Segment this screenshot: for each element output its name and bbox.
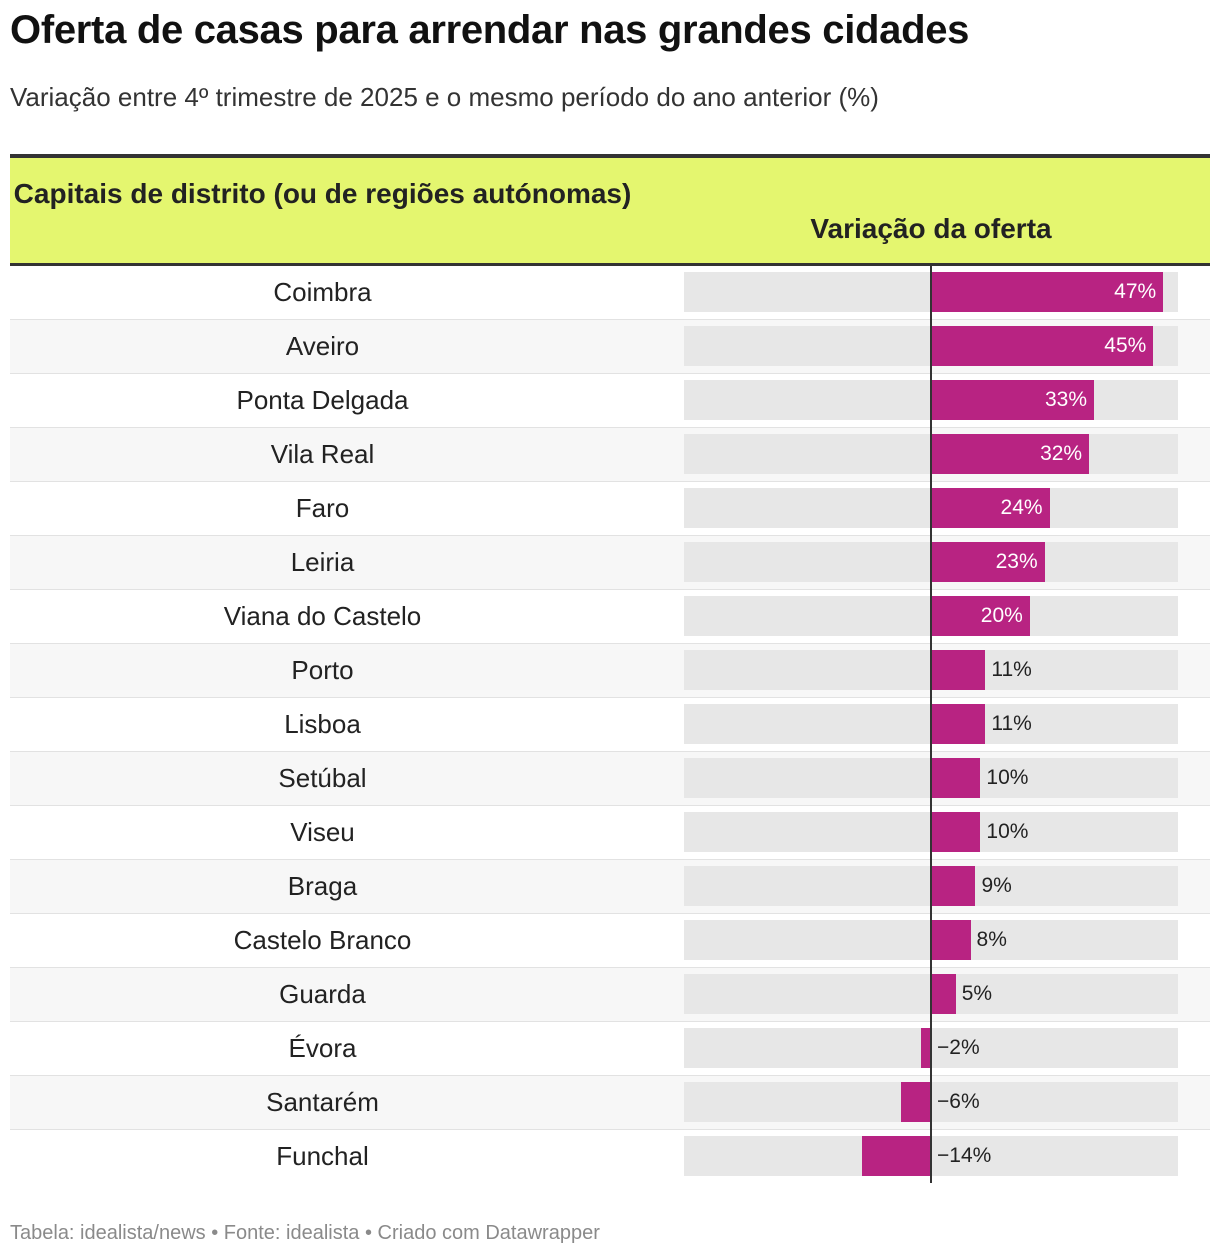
value-label: 24% bbox=[1000, 496, 1043, 519]
value-label: 33% bbox=[1045, 388, 1088, 411]
bar bbox=[931, 812, 981, 852]
bar bbox=[861, 1136, 931, 1176]
city-name: Setúbal bbox=[278, 763, 367, 793]
table-row: Évora −2% bbox=[10, 1022, 1210, 1076]
city-name: Viseu bbox=[290, 817, 355, 847]
value-label: 23% bbox=[995, 550, 1038, 573]
value-label: 32% bbox=[1040, 442, 1083, 465]
value-label: −2% bbox=[937, 1036, 980, 1059]
zero-axis-line bbox=[930, 266, 932, 1183]
city-name: Lisboa bbox=[284, 709, 361, 739]
table-row: Setúbal 10% bbox=[10, 752, 1210, 806]
table-row: Funchal −14% bbox=[10, 1130, 1210, 1184]
bar bbox=[931, 758, 981, 798]
city-name: Guarda bbox=[279, 979, 366, 1009]
city-name: Coimbra bbox=[273, 277, 372, 307]
bar bbox=[931, 596, 1030, 636]
bar bbox=[931, 866, 976, 906]
value-label: 10% bbox=[986, 820, 1029, 843]
city-name: Viana do Castelo bbox=[223, 601, 422, 631]
bar bbox=[921, 1028, 931, 1068]
city-name: Braga bbox=[287, 871, 358, 901]
bar bbox=[931, 434, 1090, 474]
table-row: Guarda 5% bbox=[10, 968, 1210, 1022]
table-row: Castelo Branco 8% bbox=[10, 914, 1210, 968]
bar bbox=[931, 974, 956, 1014]
table-row: Faro 24% bbox=[10, 482, 1210, 536]
city-name: Leiria bbox=[290, 547, 355, 577]
table-row: Coimbra 47% bbox=[10, 266, 1210, 320]
table-row: Santarém −6% bbox=[10, 1076, 1210, 1130]
value-label: 47% bbox=[1114, 280, 1157, 303]
column-header-city: Capitais de distrito (ou de regiões autó… bbox=[13, 178, 632, 209]
table-row: Ponta Delgada 33% bbox=[10, 374, 1210, 428]
city-name: Castelo Branco bbox=[233, 925, 412, 955]
value-label: 11% bbox=[991, 712, 1032, 735]
city-name: Funchal bbox=[276, 1141, 369, 1171]
city-name: Ponta Delgada bbox=[236, 385, 409, 415]
value-label: −6% bbox=[937, 1090, 980, 1113]
bar bbox=[931, 650, 986, 690]
city-name: Vila Real bbox=[270, 439, 375, 469]
value-label: 10% bbox=[986, 766, 1029, 789]
value-label: 20% bbox=[980, 604, 1023, 627]
table-row: Viana do Castelo 20% bbox=[10, 590, 1210, 644]
table-header: Capitais de distrito (ou de regiões autó… bbox=[10, 154, 1210, 266]
value-label: 45% bbox=[1104, 334, 1147, 357]
city-name: Évora bbox=[288, 1033, 357, 1063]
city-name: Porto bbox=[291, 655, 354, 685]
bar bbox=[931, 488, 1050, 528]
bar bbox=[931, 272, 1164, 312]
value-label: −14% bbox=[937, 1144, 992, 1167]
value-label: 9% bbox=[981, 874, 1012, 897]
table-row: Lisboa 11% bbox=[10, 698, 1210, 752]
table-row: Leiria 23% bbox=[10, 536, 1210, 590]
table-row: Aveiro 45% bbox=[10, 320, 1210, 374]
city-name: Aveiro bbox=[285, 331, 360, 361]
chart-title: Oferta de casas para arrendar nas grande… bbox=[10, 8, 970, 52]
table-row: Porto 11% bbox=[10, 644, 1210, 698]
city-name: Santarém bbox=[266, 1087, 379, 1117]
table-row: Vila Real 32% bbox=[10, 428, 1210, 482]
value-label: 8% bbox=[976, 928, 1007, 951]
data-table: Capitais de distrito (ou de regiões autó… bbox=[10, 154, 1210, 1184]
table-row: Braga 9% bbox=[10, 860, 1210, 914]
chart-footer: Tabela: idealista/news • Fonte: idealist… bbox=[10, 1222, 600, 1244]
table-body: Coimbra 47% Aveiro 45% Ponta Delgada 33% Vila … bbox=[10, 266, 1210, 1184]
column-header-variation: Variação da oferta bbox=[810, 213, 1052, 244]
table-row: Viseu 10% bbox=[10, 806, 1210, 860]
value-label: 5% bbox=[961, 982, 993, 1005]
bar bbox=[931, 380, 1095, 420]
value-label: 11% bbox=[991, 658, 1032, 681]
bar bbox=[931, 542, 1045, 582]
city-name: Faro bbox=[295, 493, 350, 523]
bar bbox=[931, 704, 986, 744]
bar bbox=[901, 1082, 931, 1122]
chart-subtitle: Variação entre 4º trimestre de 2025 e o … bbox=[10, 82, 879, 112]
bar bbox=[931, 920, 971, 960]
bar bbox=[931, 326, 1154, 366]
